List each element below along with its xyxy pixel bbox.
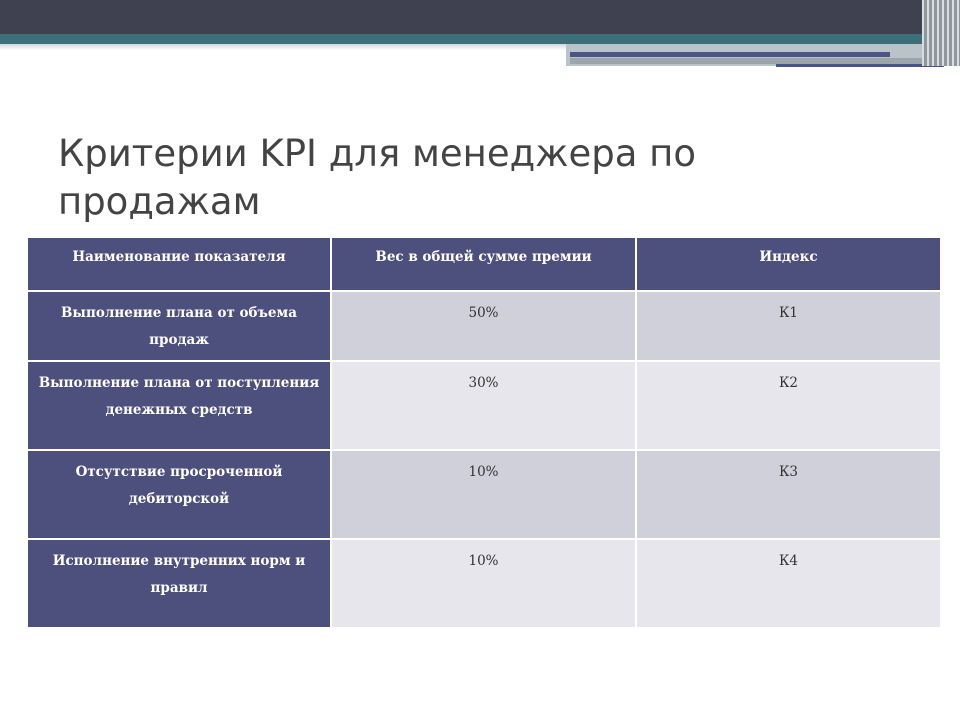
row-name: Отсутствие просроченной дебиторской — [26, 449, 332, 540]
header-decor-stripes — [922, 0, 960, 66]
row-name: Исполнение внутренних норм и правил — [26, 538, 332, 629]
kpi-table-body: Выполнение плана от объема продаж 50% К1… — [26, 290, 942, 629]
row-name: Выполнение плана от поступления денежных… — [26, 360, 332, 451]
table-row: Исполнение внутренних норм и правил 10% … — [26, 538, 942, 629]
table-row: Выполнение плана от объема продаж 50% К1 — [26, 290, 942, 362]
header-decor-bar-blue — [570, 52, 890, 57]
kpi-table: Наименование показателя Вес в общей сумм… — [26, 236, 942, 629]
row-weight: 50% — [330, 290, 637, 362]
header-shadow — [0, 44, 570, 50]
header-dark-band — [0, 0, 960, 34]
slide-title: Критерии KPI для менеджера по продажам — [58, 130, 898, 226]
slide-title-line1: Критерии KPI для менеджера по — [58, 132, 697, 175]
table-row: Выполнение плана от поступления денежных… — [26, 360, 942, 451]
kpi-table-header: Наименование показателя Вес в общей сумм… — [26, 236, 942, 292]
row-weight: 30% — [330, 360, 637, 451]
column-header-index: Индекс — [635, 236, 942, 292]
header-decor-bar-gray — [570, 58, 944, 64]
table-row: Отсутствие просроченной дебиторской 10% … — [26, 449, 942, 540]
row-index: К1 — [635, 290, 942, 362]
row-weight: 10% — [330, 449, 637, 540]
row-name: Выполнение плана от объема продаж — [26, 290, 332, 362]
header-decor-bar-blue-short — [776, 64, 944, 67]
header-teal-band — [0, 34, 960, 44]
column-header-weight: Вес в общей сумме премии — [330, 236, 637, 292]
column-header-name: Наименование показателя — [26, 236, 332, 292]
row-weight: 10% — [330, 538, 637, 629]
row-index: К2 — [635, 360, 942, 451]
header-row: Наименование показателя Вес в общей сумм… — [26, 236, 942, 292]
row-index: К4 — [635, 538, 942, 629]
slide-title-line2: продажам — [58, 180, 261, 223]
row-index: К3 — [635, 449, 942, 540]
